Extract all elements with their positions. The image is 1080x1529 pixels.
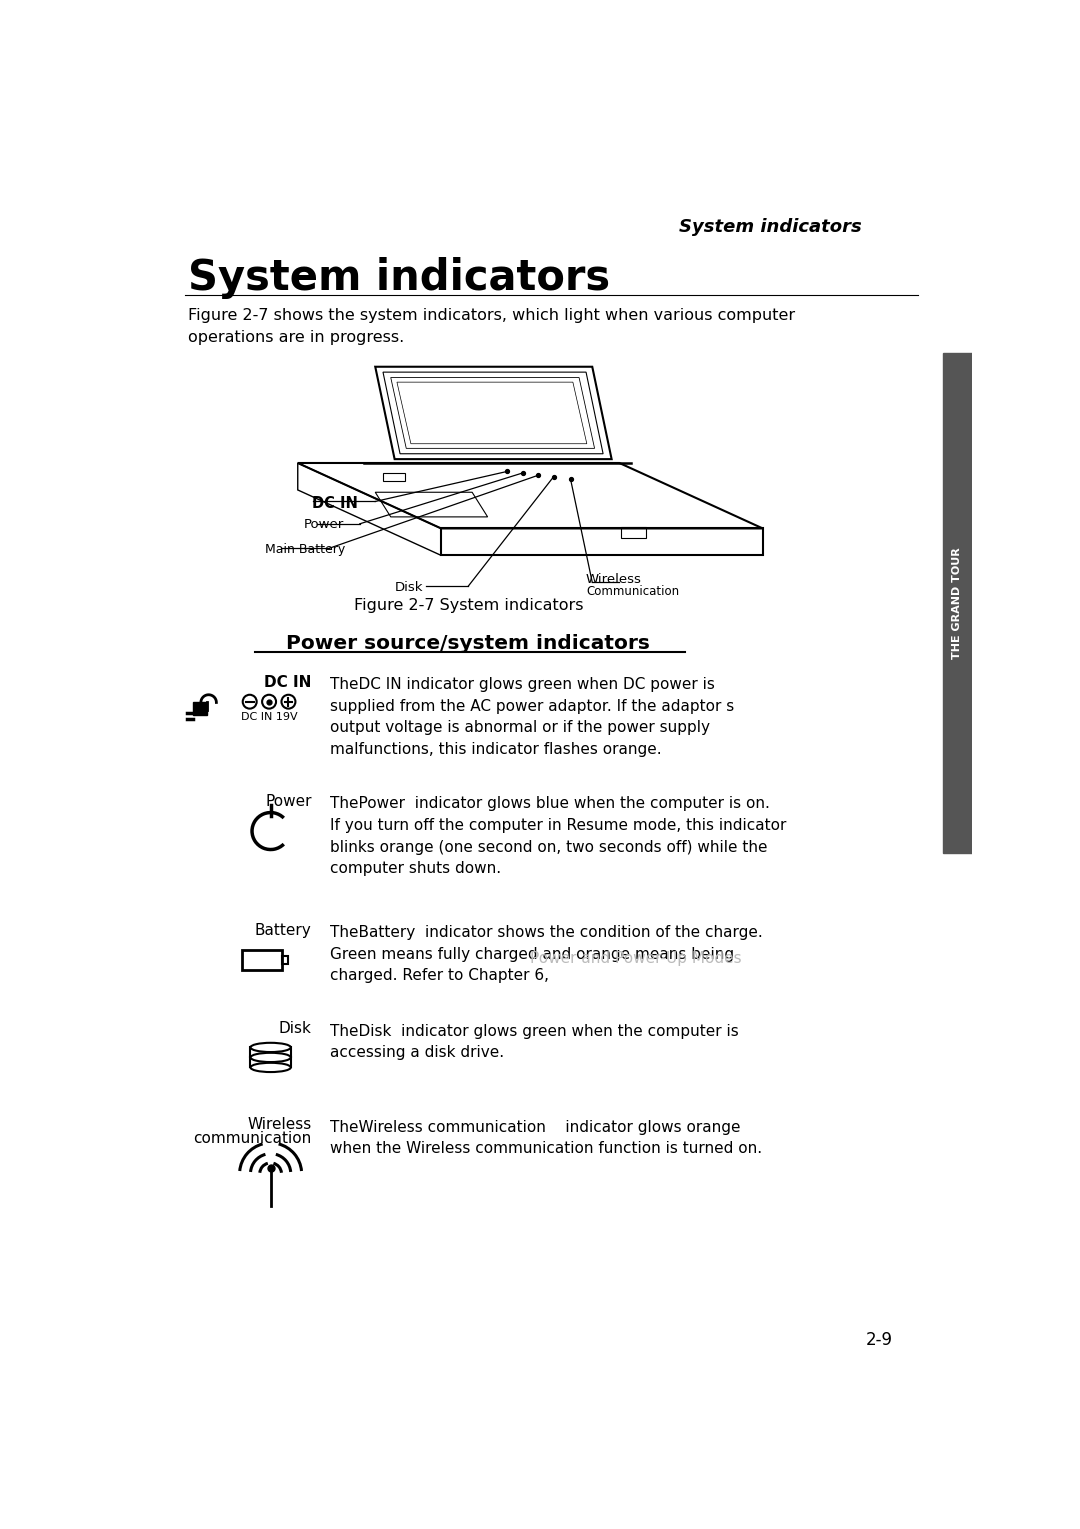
Text: TheDC IN indicator glows green when DC power is
supplied from the AC power adapt: TheDC IN indicator glows green when DC p… <box>330 677 734 757</box>
Text: Wireless: Wireless <box>586 573 642 586</box>
Text: Power source/system indicators: Power source/system indicators <box>286 635 650 653</box>
Text: Power and Power-Up Modes: Power and Power-Up Modes <box>530 951 742 966</box>
Text: Battery: Battery <box>255 922 312 937</box>
Bar <box>282 956 287 963</box>
Text: Disk: Disk <box>394 581 423 593</box>
Text: System indicators: System indicators <box>188 257 610 298</box>
Text: THE GRAND TOUR: THE GRAND TOUR <box>953 547 962 659</box>
Text: Figure 2-7 System indicators: Figure 2-7 System indicators <box>353 598 583 613</box>
Bar <box>242 950 282 969</box>
Text: DC IN 19V: DC IN 19V <box>241 713 297 723</box>
Text: TheDisk  indicator glows green when the computer is
accessing a disk drive.: TheDisk indicator glows green when the c… <box>330 1023 739 1060</box>
Bar <box>621 528 646 538</box>
Bar <box>943 353 972 853</box>
Text: communication: communication <box>193 1131 312 1147</box>
Text: ThePower  indicator glows blue when the computer is on.
If you turn off the comp: ThePower indicator glows blue when the c… <box>330 797 786 876</box>
Text: System indicators: System indicators <box>679 219 862 235</box>
Text: DC IN: DC IN <box>312 495 357 511</box>
Text: TheBattery  indicator shows the condition of the charge.
Green means fully charg: TheBattery indicator shows the condition… <box>330 925 764 983</box>
Text: Wireless: Wireless <box>247 1118 312 1133</box>
Text: Disk: Disk <box>279 1021 312 1037</box>
Text: Main Battery: Main Battery <box>266 543 346 557</box>
Text: Power: Power <box>303 518 345 532</box>
Bar <box>193 702 207 714</box>
Text: 2-9: 2-9 <box>865 1330 892 1349</box>
Text: Figure 2-7 shows the system indicators, which light when various computer
operat: Figure 2-7 shows the system indicators, … <box>188 309 795 346</box>
Bar <box>383 472 405 480</box>
Text: TheWireless communication    indicator glows orange
when the Wireless communicat: TheWireless communication indicator glow… <box>330 1119 762 1156</box>
Text: Communication: Communication <box>586 586 679 598</box>
Text: Power: Power <box>266 794 312 809</box>
Ellipse shape <box>251 1063 291 1072</box>
Text: DC IN: DC IN <box>265 674 312 690</box>
